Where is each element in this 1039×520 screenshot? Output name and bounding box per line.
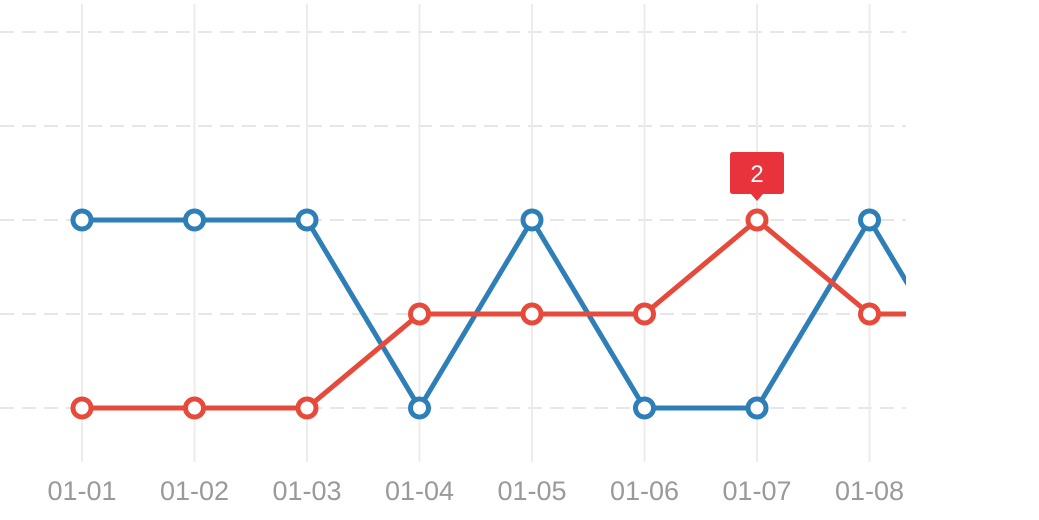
data-point[interactable] xyxy=(408,302,431,326)
data-point[interactable] xyxy=(520,208,544,232)
data-point[interactable] xyxy=(70,208,94,232)
data-point[interactable] xyxy=(858,208,881,232)
data-point[interactable] xyxy=(745,208,769,232)
tooltip-value: 2 xyxy=(750,161,763,188)
data-point[interactable] xyxy=(183,396,206,420)
x-tick-label: 01-08 xyxy=(835,476,904,506)
data-point[interactable] xyxy=(633,396,656,420)
x-tick-label: 01-07 xyxy=(722,476,791,506)
x-tick-label: 01-02 xyxy=(160,476,229,506)
data-point[interactable] xyxy=(633,302,656,326)
data-point[interactable] xyxy=(70,396,94,420)
x-tick-label: 01-03 xyxy=(272,476,341,506)
x-tick-label: 01-05 xyxy=(497,476,566,506)
data-point[interactable] xyxy=(295,208,319,232)
data-point[interactable] xyxy=(520,302,544,326)
tooltip: 2 xyxy=(730,152,784,201)
data-point[interactable] xyxy=(295,396,319,420)
x-tick-label: 01-01 xyxy=(47,476,116,506)
x-tick-label: 01-06 xyxy=(610,476,679,506)
x-axis-ticks: 01-01 01-02 01-03 01-04 01-05 01-06 01-07 01-08 xyxy=(47,476,904,506)
data-point[interactable] xyxy=(408,396,431,420)
data-point[interactable] xyxy=(858,302,881,326)
data-point[interactable] xyxy=(183,208,206,232)
grid xyxy=(0,4,906,462)
tooltip-box xyxy=(730,152,784,201)
x-tick-label: 01-04 xyxy=(385,476,454,506)
series-1 xyxy=(70,208,906,420)
series-layer xyxy=(70,208,906,420)
data-point[interactable] xyxy=(745,396,769,420)
